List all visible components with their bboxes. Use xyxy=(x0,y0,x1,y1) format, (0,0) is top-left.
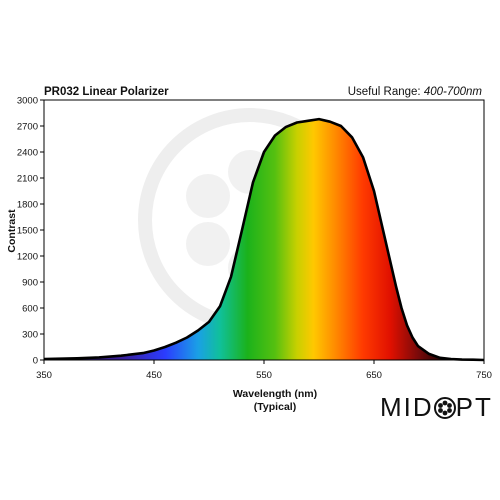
x-axis-sublabel: (Typical) xyxy=(253,401,297,413)
x-tick-label-750: 750 xyxy=(476,370,492,381)
y-tick-label-3000: 3000 xyxy=(17,96,38,107)
y-tick-label-2400: 2400 xyxy=(17,148,38,159)
y-tick-label-0: 0 xyxy=(33,356,38,367)
x-tick-label-450: 450 xyxy=(146,370,162,381)
x-tick-label-550: 550 xyxy=(256,370,272,381)
logo-text-left: MID xyxy=(380,392,434,422)
useful-range-value: 400-700nm xyxy=(423,86,482,98)
y-tick-label-900: 900 xyxy=(22,278,38,289)
y-tick-label-2700: 2700 xyxy=(17,122,38,133)
y-tick-label-1800: 1800 xyxy=(17,200,38,211)
useful-range: Useful Range: 400-700nm xyxy=(348,86,482,98)
useful-range-label: Useful Range: xyxy=(347,86,424,98)
y-tick-label-1200: 1200 xyxy=(17,252,38,263)
y-tick-label-600: 600 xyxy=(22,304,38,315)
x-axis-title: Wavelength (nm) (Typical) xyxy=(150,388,400,414)
y-axis-label: Contrast xyxy=(6,209,18,253)
y-tick-label-1500: 1500 xyxy=(17,226,38,237)
logo-text-right: PT xyxy=(455,392,493,422)
y-tick-label-2100: 2100 xyxy=(17,174,38,185)
contrast-line xyxy=(43,117,485,362)
x-tick-label-350: 350 xyxy=(36,370,52,381)
logo-lens-icon xyxy=(433,397,456,419)
y-tick-label-300: 300 xyxy=(22,330,38,341)
x-tick-label-650: 650 xyxy=(366,370,382,381)
contrast-area xyxy=(44,119,484,360)
chart-title: PR032 Linear Polarizer xyxy=(44,86,169,98)
x-axis-label: Wavelength (nm) xyxy=(232,388,318,400)
midopt-logo: MID PT xyxy=(380,392,493,423)
